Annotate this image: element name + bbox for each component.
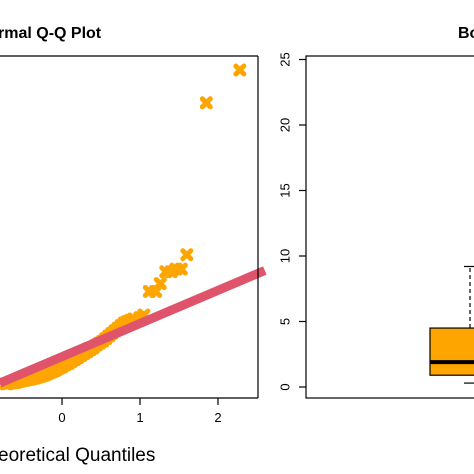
qq-plot-frame bbox=[0, 55, 259, 399]
box-y-tick-label: 0 bbox=[277, 383, 292, 390]
qq-point bbox=[153, 277, 167, 291]
qq-plot-title: rmal Q-Q Plot bbox=[0, 25, 102, 42]
box-plot-title: Bo bbox=[458, 25, 474, 42]
box-iqr-rect bbox=[429, 327, 474, 376]
box-y-tick-label: 25 bbox=[277, 52, 292, 66]
qq-x-tick-label: 1 bbox=[136, 410, 143, 425]
qq-x-axis-label: eoretical Quantiles bbox=[0, 445, 155, 466]
box-y-tick-label: 15 bbox=[277, 183, 292, 197]
qq-reference-line bbox=[0, 266, 267, 388]
qq-point bbox=[233, 63, 247, 77]
qq-point bbox=[199, 96, 213, 110]
box-y-tick-label: 5 bbox=[277, 318, 292, 325]
box-plot-frame bbox=[305, 55, 474, 399]
box-y-axis: 0 5 10 15 20 25 bbox=[277, 52, 306, 391]
qq-x-tick-label: 0 bbox=[58, 410, 65, 425]
qq-points bbox=[0, 63, 247, 391]
qq-x-axis: 0 1 2 bbox=[58, 398, 222, 425]
box-plot: 0 5 10 15 20 25 bbox=[277, 52, 474, 399]
box-y-tick-label: 10 bbox=[277, 249, 292, 263]
qq-plot: 0 1 2 eoretical Quantiles bbox=[0, 55, 267, 466]
qq-point bbox=[174, 262, 188, 276]
box-y-tick-label: 20 bbox=[277, 118, 292, 132]
qq-point bbox=[180, 248, 194, 262]
qq-x-tick-label: 2 bbox=[214, 410, 221, 425]
box-plot-box bbox=[429, 265, 474, 384]
